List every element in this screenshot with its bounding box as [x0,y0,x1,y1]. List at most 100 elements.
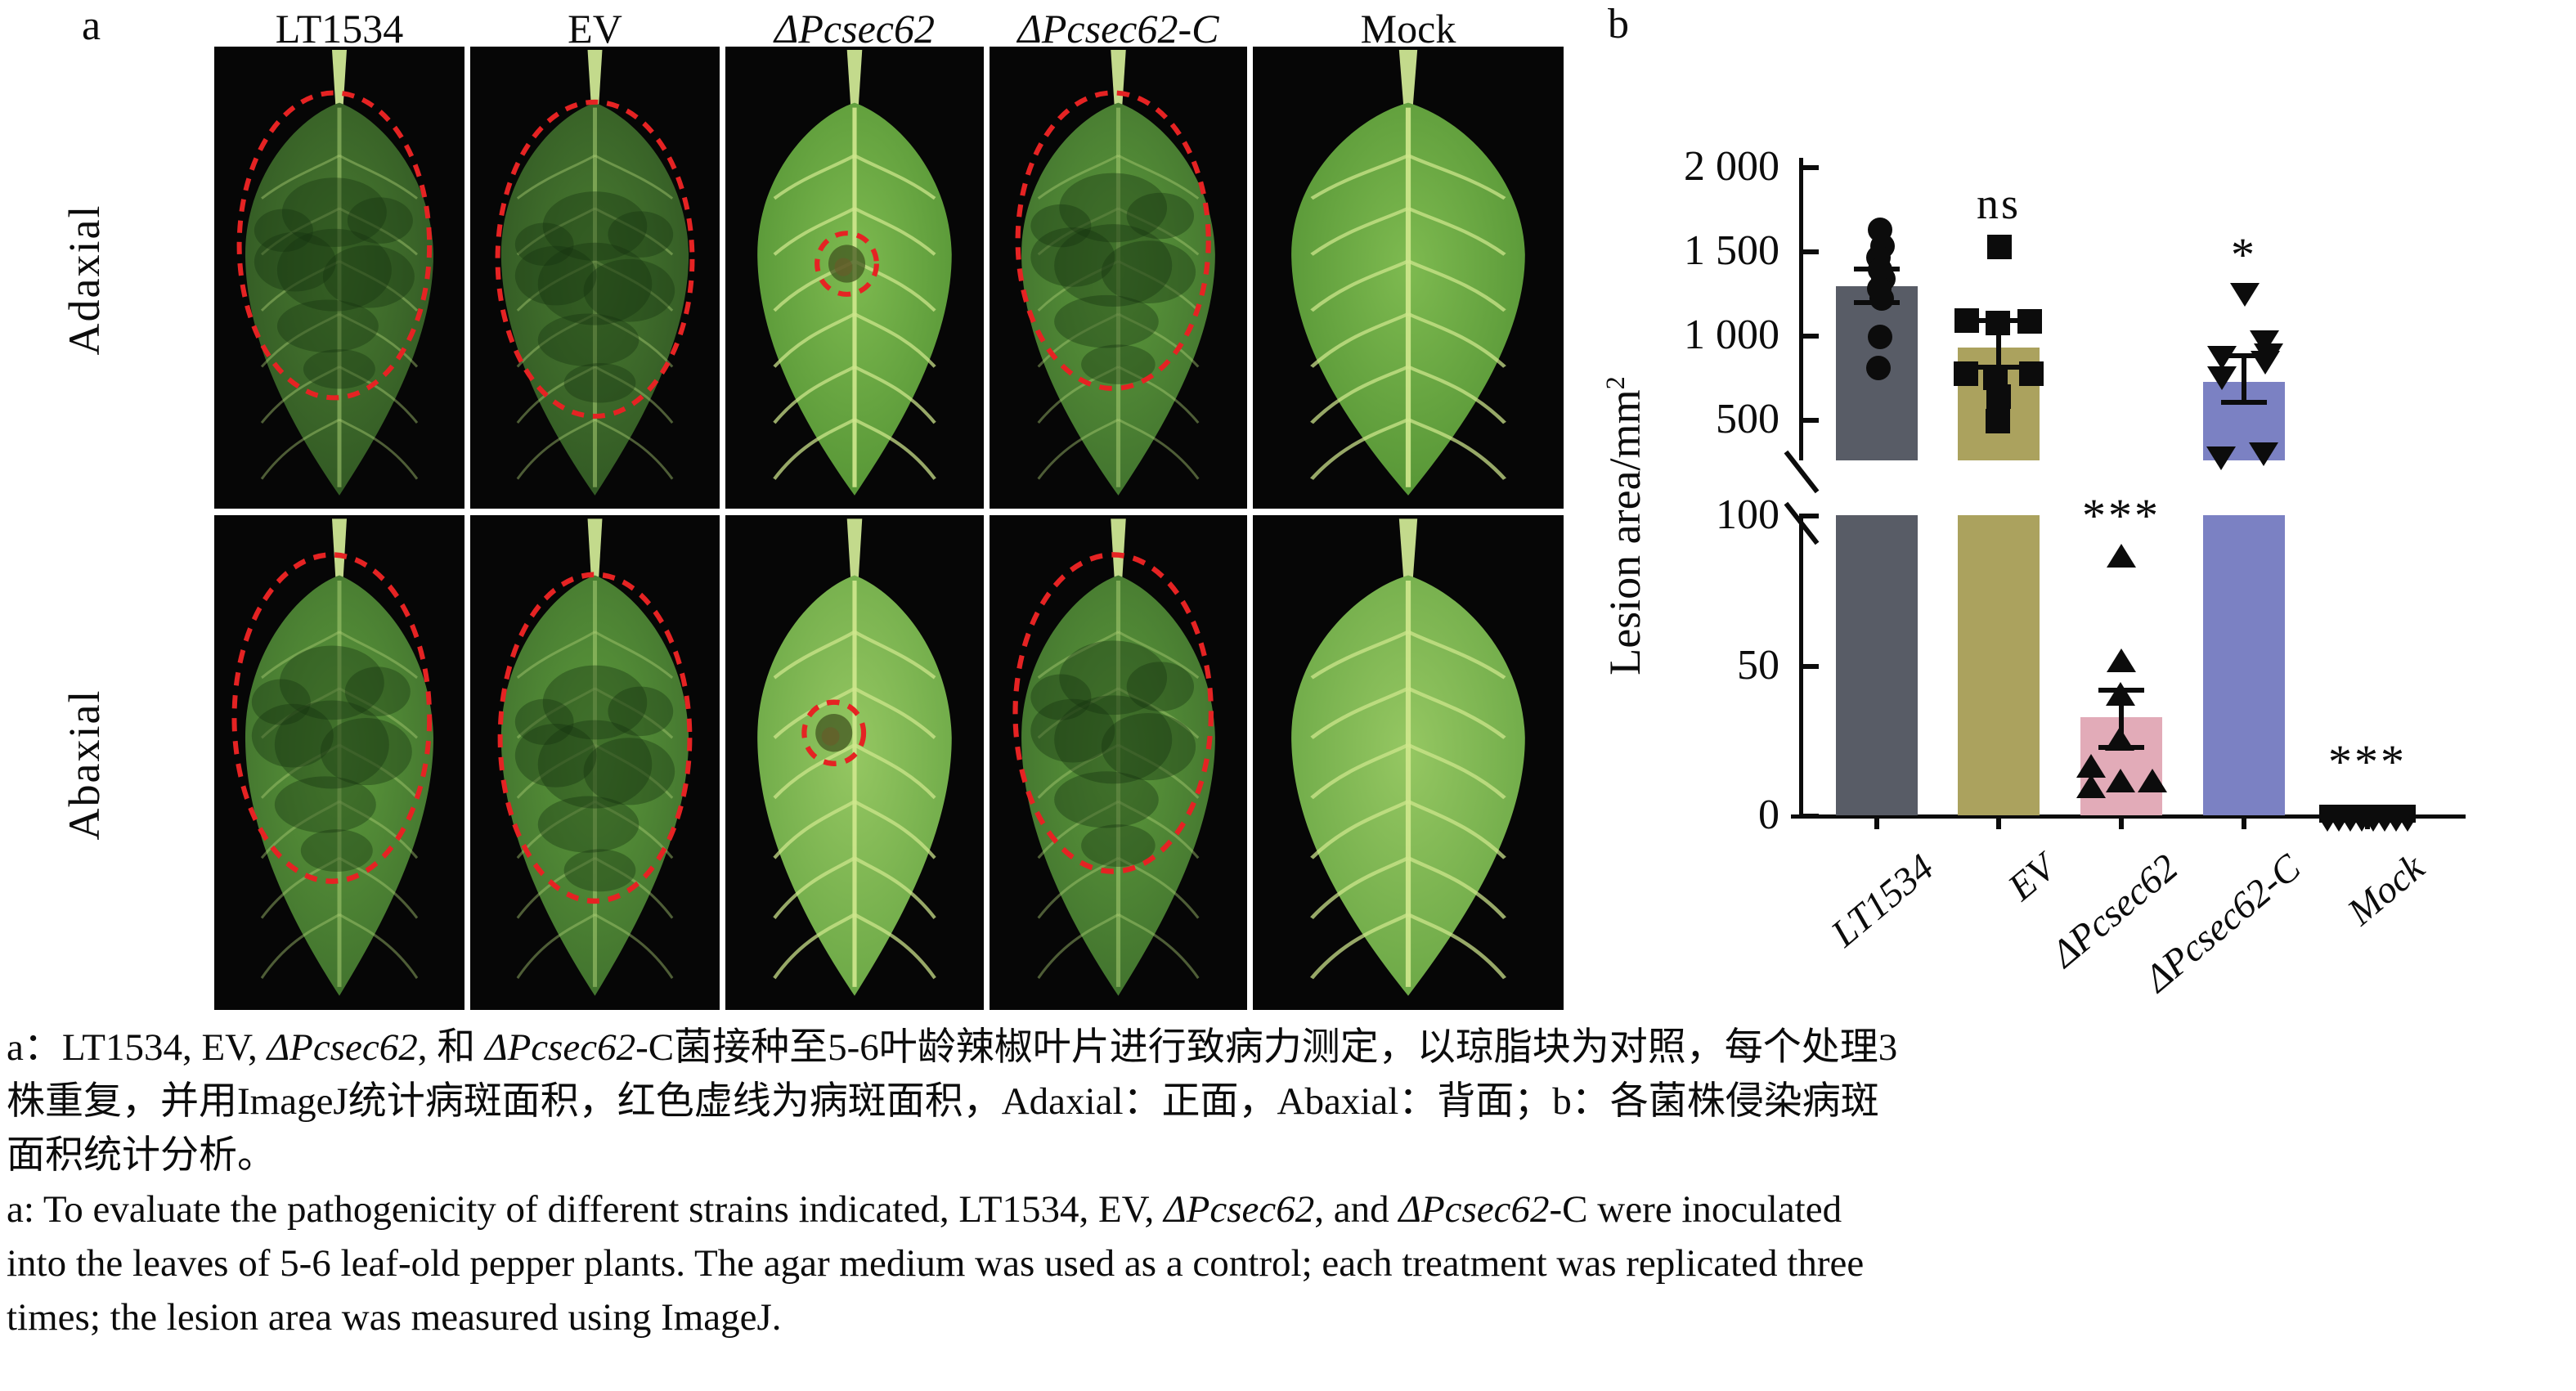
error-bar [1996,321,2001,368]
y-tick [1799,418,1819,423]
caption-segment: 面积统计分析。 [7,1134,276,1177]
leaf-tile-abaxial-ΔPcsec62-C [990,515,1247,1010]
data-point [2138,768,2167,792]
lesion-circle [236,90,433,401]
y-tick-label: 2 000 [1684,143,1779,190]
y-tick [1799,814,1819,819]
leaf-tile-adaxial-EV [470,47,720,509]
leaf-image [470,515,720,1010]
error-cap-bottom [1854,299,1900,305]
caption-segment: , and [1314,1188,1399,1231]
caption-line-6: times; the lesion area was measured usin… [7,1290,2573,1344]
data-point [2378,821,2391,832]
x-tick-label: Mock [2339,846,2433,934]
x-tick [1874,816,1879,829]
error-bar [2242,355,2246,403]
leaf-tile-adaxial-ΔPcsec62-C [990,47,1247,509]
leaf-image [1253,47,1564,509]
x-tick [1996,816,2001,829]
lesion-circle [495,99,695,420]
data-point [2107,648,2136,673]
data-point [2344,821,2357,832]
caption-segment: ΔPcsec62 [1398,1188,1550,1231]
data-point [2106,768,2135,792]
y-tick-label: 50 [1737,641,1779,689]
leaf-image [214,47,464,509]
column-header-2: EV [568,6,622,52]
x-axis [1791,814,2466,819]
data-point [2401,821,2414,832]
error-cap-bottom [2098,744,2144,750]
y-axis-upper [1799,158,1803,460]
y-tick-label: 1 000 [1684,312,1779,358]
leaf-tile-abaxial-EV [470,515,720,1010]
caption-segment: -C菌接种至5-6叶龄辣椒叶片进行致病力测定，以琼脂块为对照，每个处理3 [635,1026,1898,1069]
data-point [2332,821,2345,832]
leaf-image [990,515,1247,1010]
caption-segment: 株重复，并用ImageJ统计病斑面积，红色虚线为病斑面积，Adaxial：正面，… [7,1080,1879,1123]
leaf-image [470,47,720,509]
data-point [2019,361,2044,386]
data-point [2230,282,2260,307]
caption-segment: a：LT1534, EV, [7,1026,267,1069]
data-point [2107,543,2136,568]
y-tick-label: 100 [1716,491,1779,538]
significance-label: *** [2328,735,2407,789]
mock-point-cluster [2319,805,2416,823]
caption-segment: -C were inoculated [1549,1188,1842,1231]
caption-line-3: 面积统计分析。 [7,1129,2573,1182]
lesion-circle [231,552,433,884]
column-header-3: ΔPcsec62 [774,6,935,52]
data-point [2390,821,2403,832]
error-cap-bottom [2221,400,2267,406]
caption-segment: into the leaves of 5-6 leaf-old pepper p… [7,1242,1865,1285]
x-tick [2119,816,2124,829]
column-header-1: LT1534 [275,6,404,52]
caption-segment: a: To evaluate the pathogenicity of diff… [7,1188,1165,1231]
leaf-image [1253,515,1564,1010]
data-point [2321,821,2334,832]
error-cap-top [2098,687,2144,693]
caption-line-5: into the leaves of 5-6 leaf-old pepper p… [7,1236,2573,1290]
significance-label: * [2231,228,2257,281]
error-bar [1874,268,1879,303]
data-point [2249,442,2278,466]
caption-segment: , 和 [417,1026,485,1069]
column-header-4: ΔPcsec62-C [1017,6,1219,52]
y-tick [1799,165,1819,170]
x-tick-label: LT1534 [1823,846,1942,956]
column-header-5: Mock [1360,6,1456,52]
error-cap-top [1854,266,1900,271]
significance-label: *** [2082,489,2161,543]
lesion-circle [1012,552,1214,874]
leaf-tile-abaxial-Mock [1253,515,1564,1010]
lesion-circle [801,699,867,766]
caption-line-1: a：LT1534, EV, ΔPcsec62, 和 ΔPcsec62-C菌接种至… [7,1021,2573,1075]
y-tick [1799,334,1819,339]
leaf-tile-abaxial-LT1534 [214,515,464,1010]
data-point [2207,366,2237,390]
data-point [2076,753,2106,778]
y-tick-label: 500 [1716,396,1779,442]
data-point [1869,286,1894,312]
row-label-adaxial: Adaxial [60,204,109,356]
leaf-image [990,47,1247,509]
error-cap-bottom [1976,365,2022,370]
panel-a-label: a [82,2,101,49]
x-tick [2365,816,2370,829]
lesion-circle [497,572,693,904]
panel-b-chart: b Lesion area/mm2 2 000 1 500 1 000 500 100 5… [1595,0,2576,1026]
caption-segment: ΔPcsec62 [1164,1188,1315,1231]
caption-line-4: a: To evaluate the pathogenicity of diff… [7,1182,2573,1236]
x-tick [2242,816,2246,829]
y-tick [1799,249,1819,254]
data-point [1954,308,1979,334]
leaf-tile-adaxial-LT1534 [214,47,464,509]
leaf-tile-adaxial-Mock [1253,47,1564,509]
data-point [1986,409,2010,434]
y-tick-label: 1 500 [1684,227,1779,274]
error-cap-top [2221,352,2267,358]
data-point [2076,774,2106,799]
data-point [1868,325,1892,350]
bar-lower-ΔPcsec62-C [2203,515,2285,815]
